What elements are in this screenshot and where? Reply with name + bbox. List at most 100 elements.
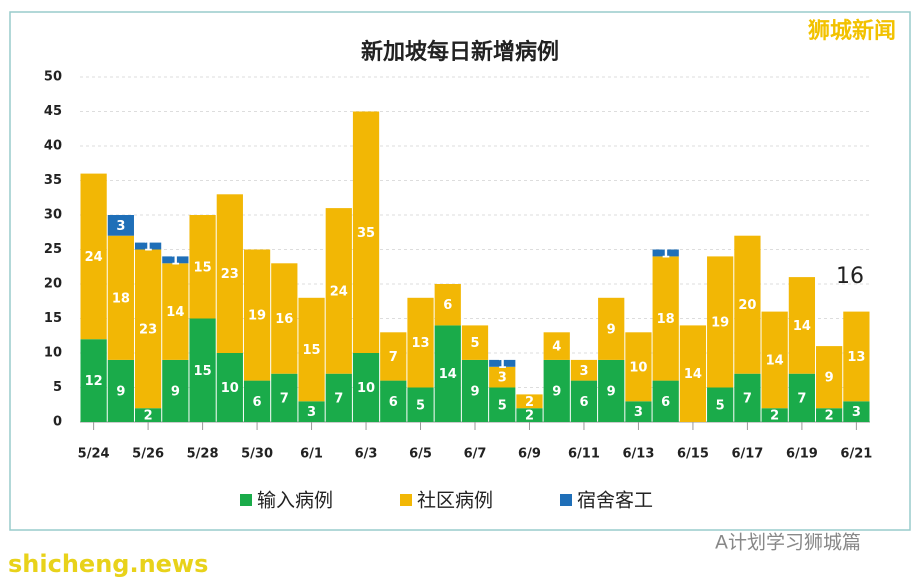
legend-swatch xyxy=(400,494,412,506)
x-tick-label: 6/9 xyxy=(518,447,541,462)
x-tick-label: 5/26 xyxy=(132,447,164,462)
value-label: 5 xyxy=(416,398,425,413)
bar-segment xyxy=(543,332,570,360)
bar-segment xyxy=(407,297,434,388)
bar-segment xyxy=(107,215,134,236)
bar-segment xyxy=(271,263,298,374)
bar-segment xyxy=(189,318,216,422)
value-label: 12 xyxy=(85,374,103,389)
bar-segment xyxy=(570,359,598,381)
value-label: 9 xyxy=(470,384,479,399)
x-tick-label: 6/17 xyxy=(731,447,763,462)
value-label: 9 xyxy=(607,384,616,399)
value-label: 19 xyxy=(711,315,729,330)
bar-segment xyxy=(162,263,189,360)
x-tick-label: 6/13 xyxy=(623,447,655,462)
value-label: 13 xyxy=(411,336,429,351)
bar-segment xyxy=(816,408,843,422)
value-label: 2 xyxy=(825,409,834,424)
value-label: 13 xyxy=(847,350,865,365)
bar-segment xyxy=(352,353,380,422)
value-label: 35 xyxy=(357,226,375,241)
bar-segment xyxy=(134,249,162,409)
value-label: 7 xyxy=(334,391,343,406)
legend-label: 宿舍客工 xyxy=(577,490,653,512)
value-label: 19 xyxy=(248,309,266,324)
y-tick-label: 45 xyxy=(44,104,62,119)
value-label: 7 xyxy=(743,391,752,406)
bar-segment xyxy=(679,325,707,422)
value-label: 3 xyxy=(498,371,507,386)
bar-segment xyxy=(489,366,516,388)
watermark: shicheng.news xyxy=(8,550,208,578)
value-label: 23 xyxy=(139,322,157,337)
bar-segment xyxy=(216,194,243,353)
value-label: 9 xyxy=(552,384,561,399)
bar-segment xyxy=(625,401,652,422)
y-tick-label: 50 xyxy=(44,70,62,85)
value-label: 9 xyxy=(825,371,834,386)
value-label: 1 xyxy=(144,240,153,255)
value-label: 7 xyxy=(389,350,398,365)
value-label: 18 xyxy=(112,291,130,306)
bar-segment xyxy=(298,297,325,402)
value-label: 3 xyxy=(307,405,316,420)
bar-segment xyxy=(298,401,325,422)
bar-segment xyxy=(134,242,162,250)
bar-segment xyxy=(162,359,189,422)
bar-segment xyxy=(189,215,216,319)
value-label: 7 xyxy=(797,391,806,406)
bar-segment xyxy=(107,359,134,422)
annotation: 16 xyxy=(836,264,864,289)
x-tick-label: 6/19 xyxy=(786,447,818,462)
bar-segment xyxy=(107,235,134,360)
bar-segment xyxy=(516,408,543,422)
bar-segment xyxy=(489,359,516,367)
value-label: 3 xyxy=(852,405,861,420)
value-label: 5 xyxy=(470,336,479,351)
bar-segment xyxy=(407,387,434,422)
bar-segment xyxy=(843,401,870,422)
y-tick-label: 20 xyxy=(44,277,62,292)
bar-segment xyxy=(352,111,380,353)
value-label: 3 xyxy=(116,219,125,234)
bar-segment xyxy=(325,373,352,422)
value-label: 18 xyxy=(657,312,675,327)
bar-segment xyxy=(489,387,516,422)
bar-segment xyxy=(707,387,734,422)
bar-segment xyxy=(788,277,816,374)
legend-label: 输入病例 xyxy=(257,490,333,512)
value-label: 2 xyxy=(144,409,153,424)
value-label: 7 xyxy=(280,391,289,406)
bar-segment xyxy=(652,249,679,257)
bar-segment xyxy=(734,373,761,422)
value-label: 6 xyxy=(443,298,452,313)
bar-segment xyxy=(434,284,461,326)
bar-segment xyxy=(461,325,489,360)
value-label: 2 xyxy=(770,409,779,424)
value-label: 14 xyxy=(793,319,811,334)
value-label: 23 xyxy=(221,267,239,282)
x-tick-label: 6/1 xyxy=(300,447,323,462)
bar-segment xyxy=(734,235,761,374)
bar-segment xyxy=(761,408,788,422)
bar-segment xyxy=(625,332,652,402)
value-label: 2 xyxy=(525,409,534,424)
value-label: 3 xyxy=(579,364,588,379)
value-label: 14 xyxy=(684,367,702,382)
value-label: 6 xyxy=(389,395,398,410)
value-label: 1 xyxy=(171,253,180,268)
x-tick-label: 6/5 xyxy=(409,447,432,462)
value-label: 6 xyxy=(661,395,670,410)
value-label: 16 xyxy=(275,312,293,327)
bar-segment xyxy=(243,249,271,381)
bar-segment xyxy=(216,353,243,422)
y-tick-label: 35 xyxy=(44,173,62,188)
value-label: 1 xyxy=(498,357,507,372)
x-tick-label: 5/24 xyxy=(78,447,110,462)
value-label: 9 xyxy=(171,384,180,399)
value-label: 14 xyxy=(166,305,184,320)
x-tick-label: 5/28 xyxy=(187,447,219,462)
value-label: 5 xyxy=(498,398,507,413)
value-label: 6 xyxy=(579,395,588,410)
